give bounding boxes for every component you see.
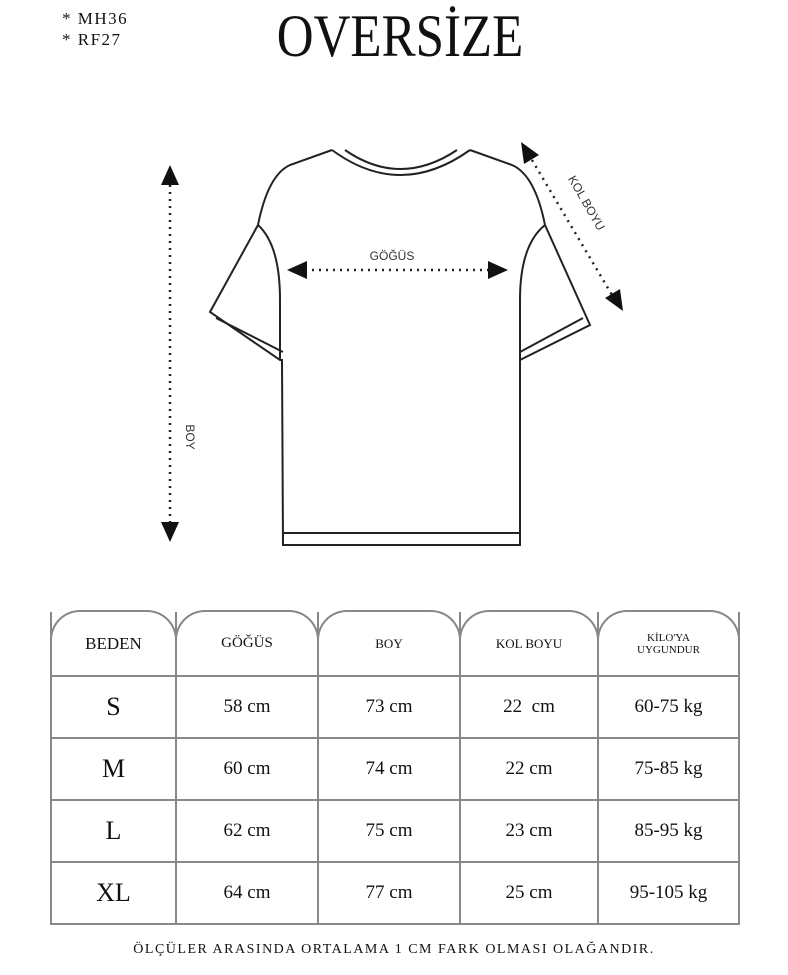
cell: 64 cm: [175, 861, 319, 925]
product-code: * RF27: [62, 30, 122, 49]
table-row: M 60 cm 74 cm 22 cm 75-85 kg: [50, 737, 740, 801]
cell: 60-75 kg: [597, 675, 740, 739]
header-boy: BOY: [375, 635, 403, 651]
tshirt-diagram: GÖĞÜS BOY KOL BOYU: [161, 142, 623, 546]
arrow-down-right-icon: [605, 289, 623, 311]
arrow-down-icon: [161, 522, 179, 542]
cell: 60 cm: [175, 737, 319, 801]
cell: 75 cm: [317, 799, 461, 863]
cell: 95-105 kg: [597, 861, 740, 925]
table-row: XL 64 cm 77 cm 25 cm 95-105 kg: [50, 861, 740, 925]
cell: 22 cm: [459, 737, 599, 801]
chest-label: GÖĞÜS: [370, 248, 415, 263]
header-gogus: GÖĞÜS: [221, 635, 273, 651]
cell: 23 cm: [459, 799, 599, 863]
cell: 58 cm: [175, 675, 319, 739]
header-beden: BEDEN: [85, 633, 142, 653]
product-codes: * MH36 * RF27: [62, 8, 128, 50]
header-kol-boyu: KOL BOYU: [495, 635, 563, 651]
header-kilo: KİLO'YA: [647, 631, 690, 644]
cell: 74 cm: [317, 737, 461, 801]
header-uygundur: UYGUNDUR: [637, 643, 700, 656]
arrow-right-icon: [488, 261, 508, 279]
table-header-row: BEDEN GÖĞÜS BOY KOL BOYU KİLO'YA UYGUNDUR: [50, 610, 740, 677]
tshirt-outline: [208, 149, 592, 546]
cell: L: [50, 799, 177, 863]
cell: XL: [50, 861, 177, 925]
arrow-up-icon: [161, 165, 179, 185]
sleeve-label: KOL BOYU: [565, 173, 608, 233]
arrow-up-left-icon: [521, 142, 539, 164]
cell: 25 cm: [459, 861, 599, 925]
cell: 62 cm: [175, 799, 319, 863]
cell: 77 cm: [317, 861, 461, 925]
cell: 73 cm: [317, 675, 461, 739]
length-label: BOY: [183, 424, 197, 449]
table-row: S 58 cm 73 cm 22 cm 60-75 kg: [50, 675, 740, 739]
sleeve-arrow: [530, 159, 614, 296]
page-title: OVERSİZE: [276, 3, 524, 69]
table-row: L 62 cm 75 cm 23 cm 85-95 kg: [50, 799, 740, 863]
cell: S: [50, 675, 177, 739]
cell: 75-85 kg: [597, 737, 740, 801]
footer-note: ÖLÇÜLER ARASINDA ORTALAMA 1 CM FARK OLMA…: [133, 942, 655, 957]
cell: M: [50, 737, 177, 801]
product-code: * MH36: [62, 9, 129, 28]
arrow-left-icon: [287, 261, 307, 279]
cell: 22 cm: [459, 675, 599, 739]
size-table: BEDEN GÖĞÜS BOY KOL BOYU KİLO'YA UYGUNDUR…: [50, 610, 740, 925]
cell: 85-95 kg: [597, 799, 740, 863]
